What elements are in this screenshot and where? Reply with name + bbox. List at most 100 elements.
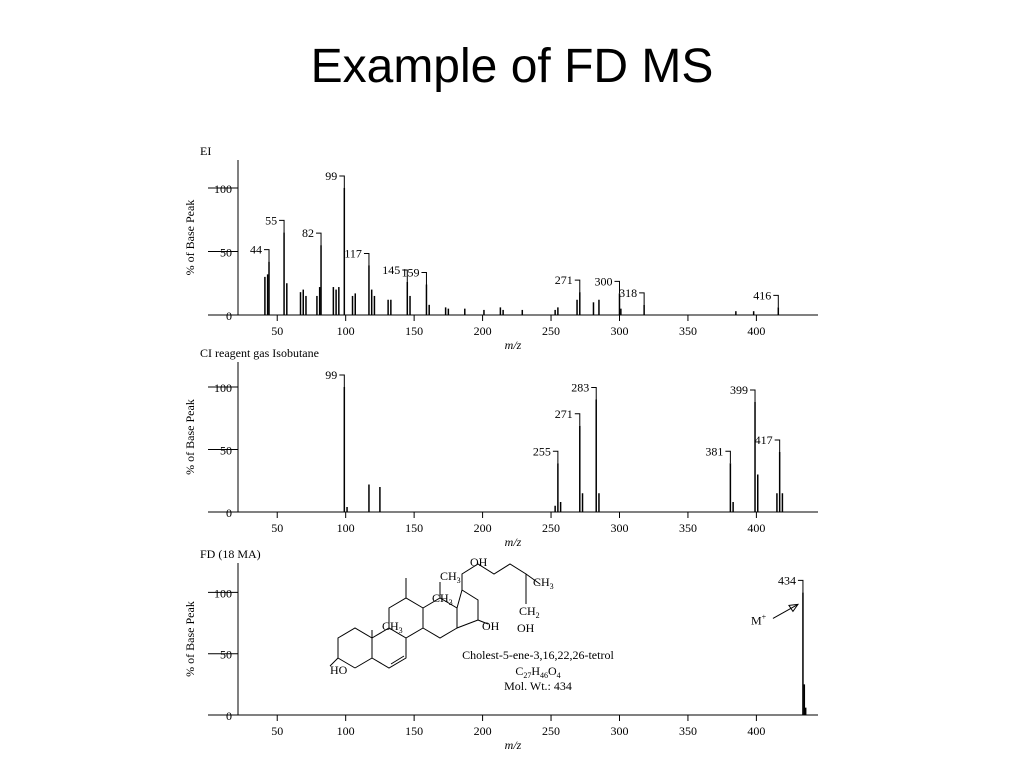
atom-label: CH3 bbox=[382, 619, 403, 635]
atom-sub: 3 bbox=[550, 582, 554, 591]
atom-sub: 3 bbox=[449, 598, 453, 607]
peak-label-hook bbox=[750, 389, 756, 402]
peak-label: 399 bbox=[730, 383, 748, 397]
atom-text: OH bbox=[470, 555, 488, 569]
peak-label: 117 bbox=[344, 246, 362, 260]
x-tick-label: 400 bbox=[747, 724, 765, 738]
atom-text: CH bbox=[519, 604, 536, 618]
atom-text: OH bbox=[482, 619, 500, 633]
x-tick-label: 250 bbox=[542, 521, 560, 535]
peak-label-hook bbox=[279, 219, 285, 233]
arrow-head bbox=[788, 603, 799, 613]
peak-label: 318 bbox=[619, 286, 637, 300]
panel-title: EI bbox=[200, 144, 211, 158]
y-tick-label: 0 bbox=[226, 506, 232, 520]
peak-label-hook bbox=[639, 292, 645, 305]
x-tick-label: 200 bbox=[474, 324, 492, 338]
x-tick-label: 150 bbox=[405, 521, 423, 535]
peak-label-hook bbox=[774, 439, 781, 452]
peak-label: 416 bbox=[753, 288, 771, 302]
y-tick-label: 50 bbox=[220, 245, 232, 259]
x-tick-label: 100 bbox=[337, 724, 355, 738]
y-tick-label: 50 bbox=[220, 444, 232, 458]
x-axis-label: m/z bbox=[505, 738, 522, 752]
atom-label: CH2 bbox=[519, 604, 540, 620]
atom-sub: 3 bbox=[457, 576, 461, 585]
y-tick-label: 100 bbox=[214, 381, 232, 395]
formula-sub: 4 bbox=[557, 671, 561, 680]
peak-label-hook bbox=[316, 232, 322, 246]
peak-label: 300 bbox=[594, 274, 612, 288]
x-tick-label: 300 bbox=[610, 521, 628, 535]
peak-label-hook bbox=[339, 374, 345, 387]
panel-title: FD (18 MA) bbox=[200, 547, 261, 561]
y-axis-label: % of Base Peak bbox=[183, 200, 197, 276]
x-tick-label: 350 bbox=[679, 724, 697, 738]
formula-sub: 27 bbox=[523, 671, 531, 680]
atom-label: CH3 bbox=[440, 569, 461, 585]
atom-text: CH bbox=[533, 575, 550, 589]
slide-title: Example of FD MS bbox=[311, 40, 714, 93]
x-tick-label: 100 bbox=[337, 521, 355, 535]
atom-text: CH bbox=[382, 619, 399, 633]
peak-label-hook bbox=[574, 279, 581, 293]
formula-text: H bbox=[531, 664, 540, 678]
annotation-text: M bbox=[751, 613, 762, 627]
peak-label: 381 bbox=[705, 444, 723, 458]
x-tick-label: 400 bbox=[747, 324, 765, 338]
x-tick-label: 100 bbox=[337, 324, 355, 338]
mol-wt: Mol. Wt.: 434 bbox=[504, 679, 572, 693]
peak-label: 145 bbox=[382, 263, 400, 277]
x-tick-label: 250 bbox=[542, 324, 560, 338]
atom-label: CH3 bbox=[432, 591, 453, 607]
y-axis-label: % of Base Peak bbox=[183, 399, 197, 475]
peak-label: 99 bbox=[325, 169, 337, 183]
peak-label-hook bbox=[552, 450, 559, 464]
atom-sub: 3 bbox=[399, 626, 403, 635]
x-tick-label: 300 bbox=[610, 724, 628, 738]
y-tick-label: 100 bbox=[214, 182, 232, 196]
annotation-arrow bbox=[772, 603, 799, 619]
atom-text: CH bbox=[440, 569, 457, 583]
x-tick-label: 300 bbox=[610, 324, 628, 338]
atom-label: CH3 bbox=[533, 575, 554, 591]
y-axis-label: % of Base Peak bbox=[183, 601, 197, 677]
x-axis-label: m/z bbox=[505, 535, 522, 549]
panel-title: CI reagent gas Isobutane bbox=[200, 346, 319, 360]
atom-label: HO bbox=[330, 663, 348, 677]
x-tick-label: 150 bbox=[405, 324, 423, 338]
peak-label-hook bbox=[574, 413, 581, 426]
x-tick-label: 50 bbox=[271, 724, 283, 738]
x-tick-label: 350 bbox=[679, 324, 697, 338]
peak-label-hook bbox=[339, 175, 345, 188]
formula-text: O bbox=[548, 664, 557, 678]
peak-label: 99 bbox=[325, 368, 337, 382]
y-tick-label: 50 bbox=[220, 648, 232, 662]
x-axis-label: m/z bbox=[505, 338, 522, 352]
formula-text: C bbox=[515, 664, 523, 678]
peak-label-hook bbox=[363, 252, 370, 266]
peak-label: 44 bbox=[250, 243, 262, 257]
peak-label-hook bbox=[773, 294, 779, 308]
peak-label-hook bbox=[614, 280, 620, 294]
peak-label: 434 bbox=[778, 573, 796, 587]
peak-label-hook bbox=[725, 450, 731, 464]
peak-label: 417 bbox=[755, 433, 773, 447]
peak-label-hook bbox=[591, 387, 597, 400]
x-tick-label: 50 bbox=[271, 521, 283, 535]
x-tick-label: 200 bbox=[474, 521, 492, 535]
x-tick-label: 200 bbox=[474, 724, 492, 738]
atom-text: OH bbox=[517, 621, 535, 635]
x-tick-label: 50 bbox=[271, 324, 283, 338]
x-tick-label: 400 bbox=[747, 521, 765, 535]
atom-text: CH bbox=[432, 591, 449, 605]
peak-label-hook bbox=[264, 249, 270, 262]
y-tick-label: 100 bbox=[214, 586, 232, 600]
formula: C27H46O4 bbox=[515, 664, 560, 680]
annotation-sup: + bbox=[762, 612, 767, 621]
compound-name: Cholest-5-ene-3,16,22,26-tetrol bbox=[462, 648, 614, 662]
peak-label: 159 bbox=[401, 266, 419, 280]
peak-label: 82 bbox=[302, 226, 314, 240]
peak-label-hook bbox=[797, 579, 804, 593]
